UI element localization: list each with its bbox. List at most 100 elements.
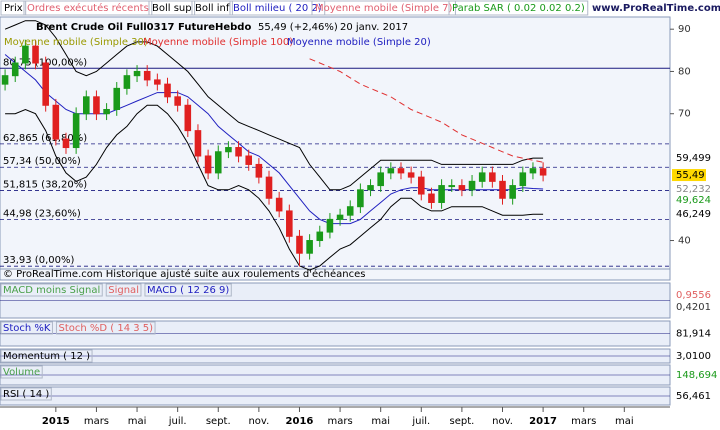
level-label: 33,93 (0,00%) — [3, 255, 74, 266]
toolbar-box — [0, 0, 27, 16]
plot-area — [0, 16, 671, 281]
candle-body — [499, 180, 506, 199]
indicator-line — [4, 20, 544, 191]
x-tick-label: mars — [327, 416, 352, 427]
candle-body — [32, 45, 39, 64]
candle-body — [387, 168, 395, 174]
candle-body — [509, 185, 516, 199]
candle-body — [42, 62, 49, 106]
chart-title: Brent Crude Oil Full0317 Future — [36, 22, 215, 33]
last-value-label: 49,624 — [676, 195, 711, 206]
candle-body — [336, 214, 344, 220]
candle-body — [448, 185, 456, 188]
toolbar-item[interactable]: Boll inf — [195, 3, 230, 14]
last-value-label: 52,232 — [676, 184, 711, 195]
toolbar-item[interactable]: Prix — [4, 3, 23, 14]
last-value-label: 46,249 — [676, 209, 711, 220]
candle-body — [357, 189, 364, 208]
panel-legend: MACD ( 12 26 9) — [147, 285, 229, 296]
panel-legend: Signal — [108, 285, 139, 296]
candle-body — [468, 180, 476, 191]
candle-body — [52, 104, 60, 140]
candle-body — [539, 168, 547, 176]
panel-legend-box — [0, 321, 53, 335]
candle-body — [82, 96, 90, 115]
panel-value: 148,694 — [676, 370, 717, 381]
toolbar-box — [229, 0, 326, 16]
candle-body — [346, 206, 354, 216]
candle-body — [397, 168, 405, 174]
toolbar-item[interactable]: Parab SAR ( 0.02 0.02 0.2) — [452, 3, 585, 14]
last-value-label: 55,49 — [676, 170, 705, 181]
toolbar-box — [191, 0, 233, 16]
y-tick-label: 80 — [678, 66, 691, 77]
panel-value: 0,9556 — [676, 290, 711, 301]
candle-body — [154, 79, 161, 85]
level-label: 57,34 (50,00%) — [3, 156, 81, 167]
x-tick-label: nov. — [248, 416, 269, 427]
indicator-line — [5, 104, 544, 271]
candle-body — [93, 96, 100, 115]
toolbar-item[interactable]: Moyenne mobile (Simple 7) — [315, 3, 453, 14]
candle-body — [143, 70, 151, 81]
timeframe: Hebdo — [215, 22, 251, 33]
legend-entry: Moyenne mobile (Simple 100) — [143, 37, 293, 48]
panel-legend-box — [0, 365, 43, 379]
panel-legend: Volume — [3, 367, 40, 378]
candle-body — [11, 62, 19, 77]
x-tick-label: mai — [615, 416, 634, 427]
panel-legend-box — [105, 283, 142, 297]
candle-body — [194, 130, 202, 157]
toolbar-box — [23, 0, 153, 16]
panel-legend-box — [0, 349, 93, 363]
panel-legend-box — [0, 283, 103, 297]
toolbar-box — [148, 0, 196, 16]
toolbar-box — [311, 0, 456, 16]
candle-body — [235, 147, 242, 157]
candle-body — [296, 235, 303, 254]
panel-legend-box — [0, 387, 52, 401]
x-tick-label: sept. — [206, 416, 231, 427]
toolbar-item[interactable]: Boll milieu ( 20 2) — [233, 3, 322, 14]
x-tick-label: 2017 — [529, 416, 557, 427]
indicator-line — [309, 58, 544, 163]
panel-value: 56,461 — [676, 391, 711, 402]
candle-body — [72, 113, 80, 149]
level-label: 51,815 (38,20%) — [3, 180, 87, 191]
panel-legend: Stoch %D ( 14 3 5) — [58, 323, 153, 334]
candle-body — [367, 185, 374, 191]
last-price: 55,49 (+2,46%) — [258, 22, 338, 33]
candle-body — [519, 172, 527, 187]
candle-body — [204, 155, 212, 174]
legend-entry: Moyenne mobile (Simple 20) — [287, 37, 431, 48]
toolbar-item[interactable]: Ordres exécutés récents — [27, 2, 149, 14]
panel-value: 0,4201 — [676, 302, 711, 313]
candle-body — [133, 70, 141, 77]
candle-body — [174, 96, 181, 106]
candle-body — [417, 176, 425, 195]
candle-body — [458, 185, 466, 191]
toolbar-item[interactable]: Boll sup — [152, 3, 192, 14]
candle-body — [103, 108, 110, 115]
panel-value: 81,914 — [676, 329, 711, 340]
candle-body — [326, 218, 334, 233]
x-tick-label: juil. — [411, 416, 430, 427]
last-value-label: 59,499 — [676, 153, 711, 164]
candle-body — [306, 240, 313, 254]
candle-body — [184, 104, 192, 132]
candle-body — [225, 147, 232, 153]
panel-legend: MACD moins Signal — [3, 285, 100, 296]
x-tick-label: 2015 — [42, 416, 70, 427]
candle-body — [245, 155, 253, 165]
candle-body — [265, 176, 273, 199]
candle-body — [214, 151, 222, 174]
panel-legend: RSI ( 14 ) — [3, 389, 49, 400]
x-tick-label: sept. — [449, 416, 474, 427]
panel-legend-box — [144, 283, 232, 297]
chart-date: 20 janv. 2017 — [340, 22, 408, 33]
candle-body — [438, 185, 445, 203]
x-tick-label: nov. — [492, 416, 513, 427]
site-link[interactable]: www.ProRealTime.com — [592, 3, 720, 14]
candle-body — [123, 75, 131, 89]
legend-entry: Moyenne mobile (Simple 30) — [4, 37, 148, 48]
